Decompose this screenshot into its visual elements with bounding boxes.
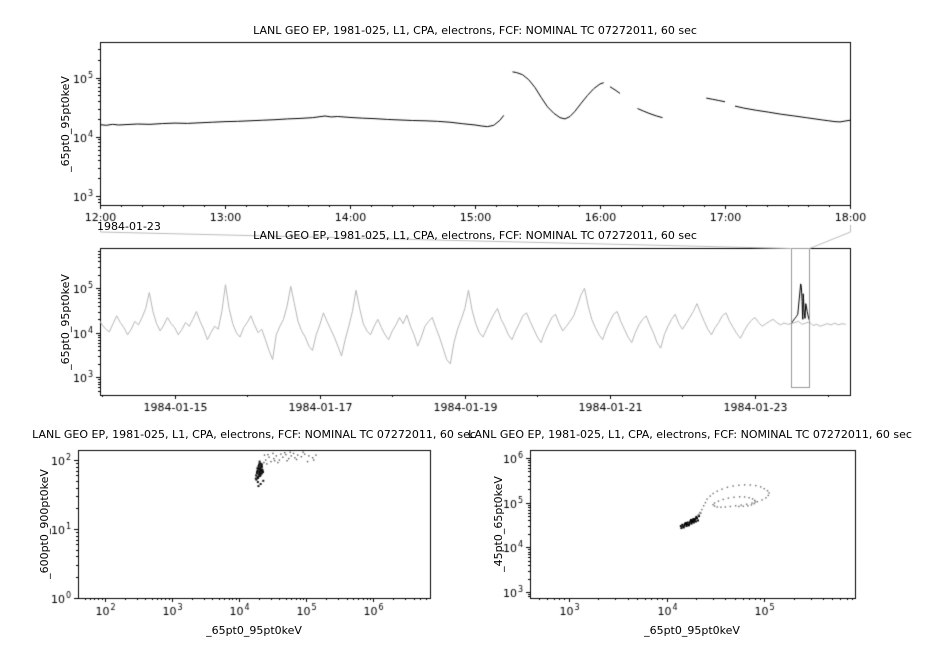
top-plot-area[interactable]	[100, 42, 850, 205]
top-panel-date-label: 1984-01-23	[97, 220, 161, 233]
zoom-selection-box[interactable]	[792, 248, 810, 387]
bottom-left-plot-area[interactable]	[78, 450, 430, 598]
bottom-right-panel-title: LANL GEO EP, 1981-025, L1, CPA, electron…	[468, 428, 912, 441]
bottom-right-plot-area[interactable]	[530, 450, 855, 598]
top-panel-ylabel: _65pt0_95pt0keV	[59, 76, 72, 172]
bottom-left-panel-title: LANL GEO EP, 1981-025, L1, CPA, electron…	[32, 428, 476, 441]
bottom-right-panel-ylabel: _45pt0_65pt0keV	[492, 476, 505, 572]
middle-panel-ylabel: _65pt0_95pt0keV	[59, 274, 72, 370]
top-panel-title: LANL GEO EP, 1981-025, L1, CPA, electron…	[253, 24, 697, 37]
bottom-right-panel-xlabel: _65pt0_95pt0keV	[644, 624, 740, 637]
middle-panel-title: LANL GEO EP, 1981-025, L1, CPA, electron…	[253, 229, 697, 242]
middle-plot-area[interactable]	[100, 248, 850, 395]
bottom-left-panel-xlabel: _65pt0_95pt0keV	[206, 624, 302, 637]
bottom-left-panel-ylabel: _600pt0_900pt0keV	[38, 469, 51, 579]
